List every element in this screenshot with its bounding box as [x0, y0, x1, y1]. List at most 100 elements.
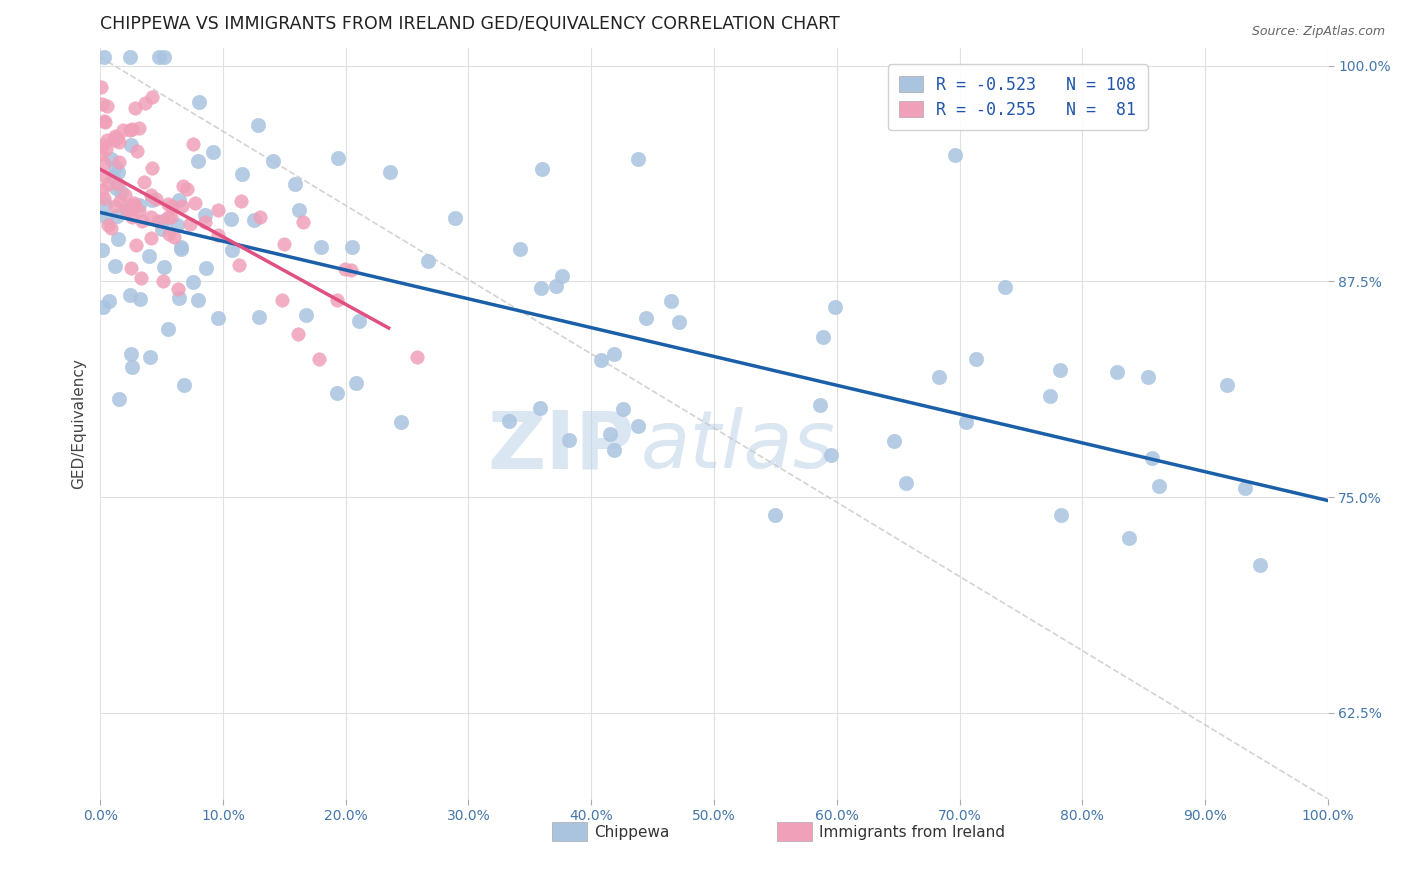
Text: Source: ZipAtlas.com: Source: ZipAtlas.com	[1251, 25, 1385, 38]
Point	[181, 136, 204, 151]
Point	[134, 95, 156, 110]
Point	[93, 169, 115, 184]
Point	[188, 95, 211, 110]
Point	[284, 177, 307, 191]
Point	[118, 50, 141, 64]
Point	[207, 228, 229, 243]
Point	[90, 80, 112, 95]
Point	[530, 281, 553, 295]
Point	[808, 398, 831, 412]
Point	[820, 449, 842, 463]
Point	[184, 195, 207, 210]
Point	[231, 194, 253, 208]
Point	[603, 347, 626, 361]
Point	[108, 155, 131, 169]
Point	[333, 262, 356, 277]
Point	[90, 243, 112, 257]
Point	[141, 161, 163, 176]
Point	[148, 50, 170, 64]
Point	[110, 186, 132, 200]
Point	[90, 147, 112, 161]
Point	[138, 249, 160, 263]
Point	[97, 293, 120, 308]
Point	[965, 351, 987, 366]
Point	[498, 414, 520, 428]
Point	[207, 311, 229, 326]
Point	[509, 242, 531, 256]
Point	[325, 386, 347, 401]
Point	[943, 148, 966, 162]
Point	[389, 415, 412, 429]
Point	[93, 191, 115, 205]
Point	[100, 220, 122, 235]
Point	[340, 263, 363, 277]
Point	[589, 353, 612, 368]
Point	[163, 230, 186, 244]
Point	[120, 260, 142, 275]
Point	[221, 244, 243, 258]
Point	[153, 260, 176, 275]
Point	[139, 350, 162, 364]
Point	[1147, 479, 1170, 493]
Point	[121, 199, 143, 213]
Point	[91, 96, 114, 111]
Point	[132, 175, 155, 189]
Point	[97, 177, 120, 191]
Text: Immigrants from Ireland: Immigrants from Ireland	[818, 825, 1005, 839]
Point	[636, 311, 658, 326]
Point	[1136, 370, 1159, 384]
Legend: R = -0.523   N = 108, R = -0.255   N =  81: R = -0.523 N = 108, R = -0.255 N = 81	[887, 64, 1147, 130]
Point	[308, 352, 330, 367]
Point	[103, 133, 125, 147]
Point	[114, 187, 136, 202]
Point	[141, 193, 163, 207]
Point	[150, 222, 173, 236]
Point	[551, 268, 574, 283]
Point	[108, 392, 131, 406]
Point	[145, 193, 167, 207]
Point	[153, 50, 176, 64]
Point	[928, 370, 950, 384]
Point	[115, 202, 138, 216]
Point	[160, 199, 183, 213]
Point	[167, 193, 190, 207]
Point	[1039, 389, 1062, 403]
Point	[599, 426, 621, 441]
Point	[627, 152, 650, 166]
Point	[344, 376, 367, 391]
Point	[291, 215, 314, 229]
Point	[287, 327, 309, 342]
Point	[108, 135, 131, 149]
Point	[531, 161, 554, 176]
Point	[125, 238, 148, 252]
Point	[169, 243, 191, 257]
Point	[94, 210, 117, 224]
Point	[231, 167, 253, 181]
Point	[896, 475, 918, 490]
Point	[96, 99, 118, 113]
Point	[157, 227, 180, 241]
Point	[104, 160, 127, 174]
Point	[166, 282, 188, 296]
Point	[141, 230, 163, 244]
Y-axis label: GED/Equivalency: GED/Equivalency	[72, 359, 86, 489]
Point	[326, 151, 349, 165]
Point	[603, 442, 626, 457]
Point	[118, 288, 141, 302]
Point	[96, 133, 118, 147]
Point	[202, 145, 225, 159]
Point	[128, 198, 150, 212]
Point	[105, 180, 128, 194]
Point	[557, 433, 579, 447]
Point	[247, 310, 270, 325]
Point	[811, 330, 834, 344]
Point	[107, 232, 129, 246]
Point	[544, 279, 567, 293]
Point	[94, 197, 117, 211]
Point	[1216, 378, 1239, 392]
Point	[93, 50, 115, 64]
Point	[342, 240, 364, 254]
Text: atlas: atlas	[640, 408, 835, 485]
Point	[326, 293, 349, 307]
Point	[347, 314, 370, 328]
